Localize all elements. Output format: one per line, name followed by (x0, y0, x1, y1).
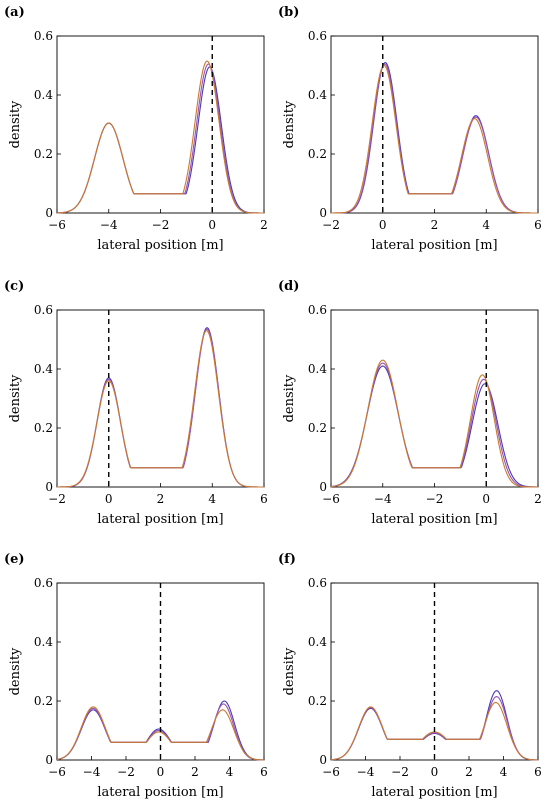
chart-panel-1: (a) −6 −4 −2 0 2 0 0.2 0.4 0.6 lateral position [m… (4, 5, 268, 253)
y-tick-label: 0.2 (34, 421, 53, 435)
x-tick-label: −2 (391, 765, 409, 779)
chart-panel-6: (f) −6 −4 −2 0 2 4 6 0 0.2 0.4 0.6 lateral position … (278, 552, 542, 800)
y-tick-label: 0.4 (308, 88, 327, 102)
x-tick-label: −4 (374, 492, 392, 506)
x-tick-label: 0 (379, 218, 387, 232)
x-tick-label: −6 (48, 765, 66, 779)
plot-frame (56, 35, 265, 214)
x-tick-label: 6 (534, 218, 542, 232)
y-tick-label: 0 (45, 480, 53, 494)
x-tick-label: 0 (431, 765, 439, 779)
series-line-3 (56, 706, 265, 761)
x-axis-label: lateral position [m] (97, 785, 223, 800)
y-axis-label: density (8, 374, 23, 422)
y-tick-label: 0.6 (308, 576, 327, 590)
x-tick-label: −2 (152, 218, 170, 232)
y-tick-label: 0.4 (34, 635, 53, 649)
y-axis-label: density (282, 647, 297, 695)
chart-panel-5: (e) −6 −4 −2 0 2 4 6 0 0.2 0.4 0.6 lateral position … (4, 552, 268, 800)
y-axis-label: density (8, 647, 23, 695)
x-tick-label: −2 (426, 492, 444, 506)
y-tick-label: 0.6 (34, 29, 53, 43)
series-line-3 (330, 359, 538, 488)
y-tick-label: 0 (319, 753, 327, 767)
x-axis-label: lateral position [m] (371, 238, 497, 253)
y-tick-label: 0.2 (34, 147, 53, 161)
plot-frame (56, 582, 265, 761)
x-tick-label: −4 (357, 765, 375, 779)
y-axis-label: density (282, 100, 297, 148)
x-tick-label: −2 (322, 218, 340, 232)
y-tick-label: 0.2 (308, 147, 327, 161)
y-tick-label: 0.4 (34, 362, 53, 376)
x-axis-label: lateral position [m] (97, 512, 223, 527)
panel-label: (c) (4, 279, 24, 294)
y-axis-label: density (8, 100, 23, 148)
x-tick-label: 0 (482, 492, 490, 506)
x-tick-label: −4 (100, 218, 118, 232)
series-line-3 (331, 65, 538, 214)
x-axis-label: lateral position [m] (371, 512, 497, 527)
y-tick-label: 0.6 (34, 576, 53, 590)
panel-label: (d) (278, 279, 299, 294)
chart-panel-4: (d) −6 −4 −2 0 2 0 0.2 0.4 0.6 lateral position [m… (278, 279, 542, 527)
y-tick-label: 0.2 (308, 694, 327, 708)
series-line-2 (56, 63, 264, 214)
y-axis-label: density (282, 374, 297, 422)
x-axis-label: lateral position [m] (371, 785, 497, 800)
x-tick-label: 4 (482, 218, 490, 232)
panel-label: (f) (278, 552, 296, 567)
y-tick-label: 0 (45, 206, 53, 220)
series-line-3 (57, 330, 264, 488)
x-tick-label: 0 (208, 218, 216, 232)
x-tick-label: 2 (260, 218, 268, 232)
x-tick-label: −2 (48, 492, 66, 506)
y-tick-label: 0.2 (308, 421, 327, 435)
series-line-2 (330, 362, 538, 488)
y-tick-label: 0 (319, 480, 327, 494)
x-tick-label: 2 (157, 492, 165, 506)
y-tick-label: 0.6 (308, 29, 327, 43)
plot-frame (330, 309, 539, 488)
panel-label: (e) (4, 552, 25, 567)
x-tick-label: 6 (534, 765, 542, 779)
x-tick-label: −4 (83, 765, 101, 779)
panel-label: (b) (278, 5, 299, 20)
panel-label: (a) (4, 5, 25, 20)
series-line-1 (56, 66, 264, 214)
y-tick-label: 0.4 (308, 362, 327, 376)
y-tick-label: 0.2 (34, 694, 53, 708)
series-line-3 (56, 60, 264, 214)
x-tick-label: 0 (157, 765, 165, 779)
series-line-2 (331, 63, 538, 214)
y-tick-label: 0.4 (308, 635, 327, 649)
x-tick-label: 4 (226, 765, 234, 779)
x-tick-label: 4 (500, 765, 508, 779)
x-tick-label: −6 (322, 492, 340, 506)
x-tick-label: 4 (208, 492, 216, 506)
x-tick-label: 6 (260, 765, 268, 779)
x-tick-label: 6 (260, 492, 268, 506)
x-tick-label: 2 (465, 765, 473, 779)
plot-frame (56, 309, 265, 488)
x-axis-label: lateral position [m] (97, 238, 223, 253)
x-tick-label: −6 (48, 218, 66, 232)
y-tick-label: 0.6 (308, 303, 327, 317)
x-tick-label: −2 (117, 765, 135, 779)
x-tick-label: 0 (105, 492, 113, 506)
x-tick-label: 2 (534, 492, 542, 506)
y-tick-label: 0 (45, 753, 53, 767)
x-tick-label: −6 (322, 765, 340, 779)
x-tick-label: 2 (431, 218, 439, 232)
y-tick-label: 0.4 (34, 88, 53, 102)
x-tick-label: 2 (191, 765, 199, 779)
y-tick-label: 0.6 (34, 303, 53, 317)
y-tick-label: 0 (319, 206, 327, 220)
